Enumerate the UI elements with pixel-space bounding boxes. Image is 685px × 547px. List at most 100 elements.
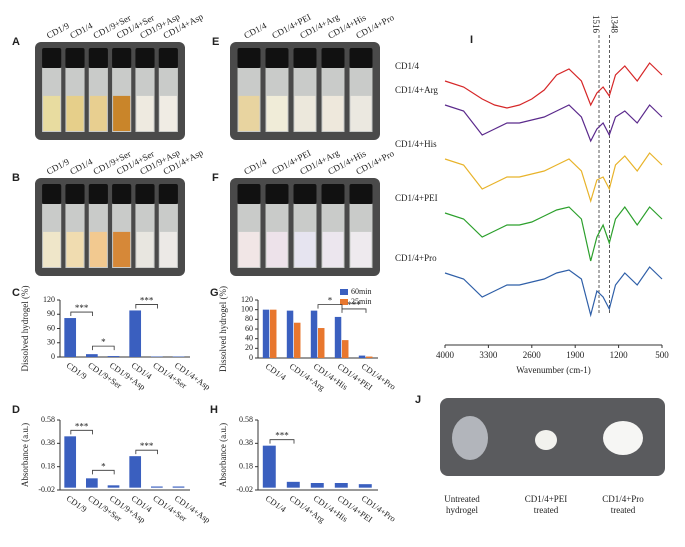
- x-tick-label: 1900: [566, 350, 585, 360]
- y-tick-label: 0.58: [239, 415, 253, 424]
- bar: [342, 340, 349, 358]
- photo-caption: treated: [611, 505, 636, 515]
- vial-liquid: [322, 95, 344, 131]
- vial-caption: CD1/9: [45, 156, 71, 176]
- vial-cap: [321, 184, 345, 204]
- panel-letter: I: [470, 34, 473, 46]
- vial-liquid: [322, 231, 344, 267]
- panel-letter: D: [12, 404, 20, 416]
- significance-label: ***: [75, 421, 89, 431]
- y-axis-label: Absorbance (a.u.): [20, 423, 30, 487]
- vial-cap: [112, 48, 132, 68]
- photo-caption: CD1/4+Pro: [602, 494, 644, 504]
- bar: [358, 484, 372, 488]
- y-tick-label: -0.02: [38, 485, 55, 494]
- series-label: CD1/4+Pro: [395, 253, 437, 263]
- panel-letter: G: [210, 287, 219, 299]
- significance-label: ***: [140, 296, 154, 306]
- vial-cap: [158, 184, 178, 204]
- vial-cap: [349, 184, 373, 204]
- bar: [262, 445, 276, 488]
- y-tick-label: 0.18: [41, 461, 55, 470]
- photo-caption: Untreated: [444, 494, 480, 504]
- vial-liquid: [350, 231, 372, 267]
- y-tick-label: 90: [47, 309, 55, 318]
- vial-liquid: [159, 95, 177, 131]
- vial-cap: [135, 184, 155, 204]
- vial-liquid: [350, 95, 372, 131]
- vial-liquid: [238, 231, 260, 267]
- vial-cap: [293, 48, 317, 68]
- photo-caption: treated: [534, 505, 559, 515]
- bar: [107, 356, 120, 357]
- vial-liquid: [136, 95, 154, 131]
- significance-bracket: [70, 429, 93, 435]
- vial-cap: [265, 184, 289, 204]
- significance-bracket: [269, 439, 295, 444]
- y-tick-label: 40: [245, 333, 253, 342]
- bar: [286, 481, 300, 488]
- vial-cap: [88, 48, 108, 68]
- photo-caption: CD1/4+PEI: [525, 494, 568, 504]
- series-label: CD1/4: [395, 61, 420, 71]
- x-tick-label: 500: [655, 350, 669, 360]
- y-axis-label: Absorbance (a.u.): [218, 423, 228, 487]
- spectrum: [444, 266, 663, 318]
- bar: [86, 354, 98, 357]
- x-tick-label: CD1/9: [65, 493, 89, 514]
- spectrum: [444, 152, 663, 204]
- y-tick-label: 0.18: [239, 461, 253, 470]
- y-tick-label: 0.38: [239, 438, 253, 447]
- x-tick-label: 3300: [479, 350, 498, 360]
- bar: [107, 485, 120, 488]
- series-label: CD1/4+Arg: [395, 85, 438, 95]
- vial-caption: CD1/9: [45, 20, 71, 40]
- gel: [603, 421, 643, 455]
- significance-label: ***: [275, 431, 289, 441]
- significance-label: ***: [75, 303, 89, 313]
- vial-cap: [135, 48, 155, 68]
- y-tick-label: 100: [241, 304, 253, 313]
- vial-liquid: [136, 231, 154, 267]
- significance-bracket: [92, 469, 115, 475]
- significance-bracket: [317, 304, 343, 309]
- bar: [334, 316, 342, 358]
- bar: [334, 483, 348, 488]
- bar: [318, 328, 325, 358]
- panel-letter: E: [212, 36, 219, 48]
- significance-label: *: [101, 461, 106, 471]
- legend-label: 25min: [351, 297, 371, 306]
- bar: [294, 322, 301, 358]
- y-tick-label: 30: [47, 338, 55, 347]
- bar: [64, 436, 77, 488]
- bar: [310, 483, 324, 488]
- x-tick-label: 4000: [436, 350, 455, 360]
- bar: [286, 310, 294, 358]
- bar: [172, 486, 185, 488]
- panel-letter: C: [12, 287, 20, 299]
- vial-liquid: [294, 95, 316, 131]
- x-tick-label: CD1/4: [264, 361, 289, 383]
- vial-cap: [158, 48, 178, 68]
- vial-cap: [237, 184, 261, 204]
- series-label: CD1/4+PEI: [395, 193, 438, 203]
- x-tick-label: 1200: [610, 350, 629, 360]
- bar: [366, 356, 373, 358]
- y-tick-label: 0.58: [41, 415, 55, 424]
- y-tick-label: 0: [249, 353, 253, 362]
- vial-cap: [237, 48, 261, 68]
- significance-label: *: [101, 337, 106, 347]
- vial-caption: CD1/4: [242, 156, 268, 176]
- bar: [358, 355, 366, 358]
- vial-liquid: [66, 95, 84, 131]
- photo-caption: hydrogel: [446, 505, 478, 515]
- bar: [129, 310, 142, 357]
- y-tick-label: 0.38: [41, 438, 55, 447]
- vial-liquid: [266, 95, 288, 131]
- bar: [86, 478, 98, 488]
- y-tick-label: 120: [43, 295, 55, 304]
- y-tick-label: 60: [245, 324, 253, 333]
- gel: [452, 416, 488, 460]
- vial-cap: [65, 184, 85, 204]
